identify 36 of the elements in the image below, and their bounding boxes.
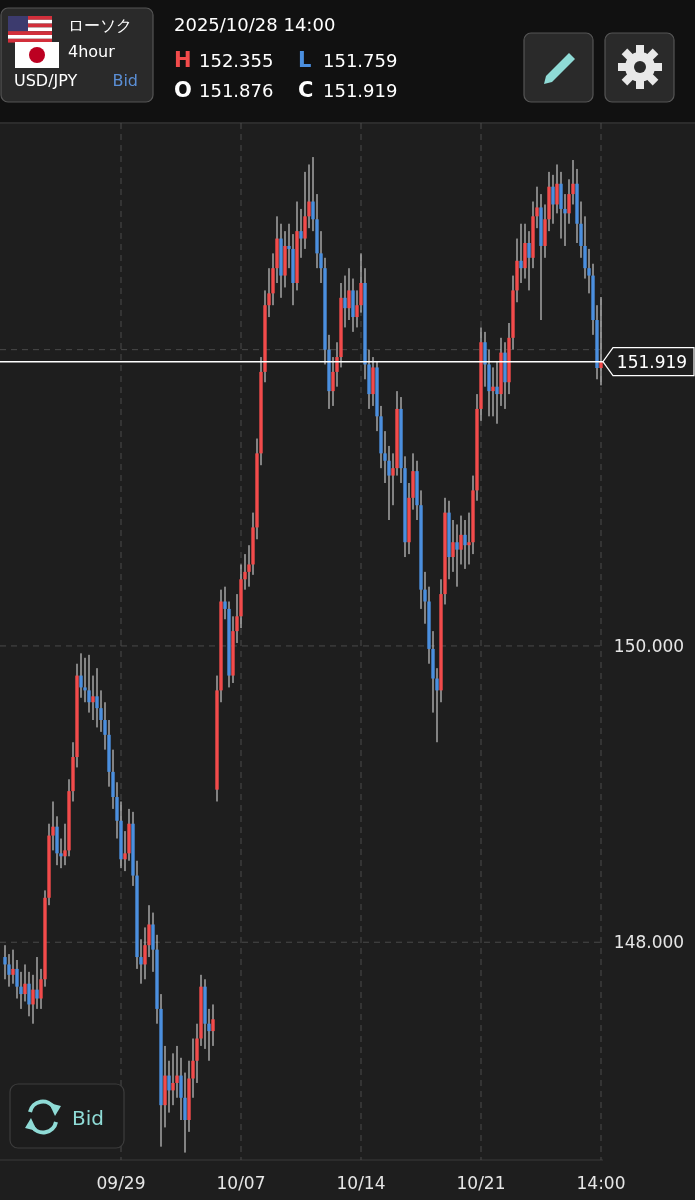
annotation: Bid (72, 1106, 104, 1130)
chart-subtitle: 2025/10/28 14:00 (174, 14, 336, 35)
text: O (174, 78, 192, 102)
ref-line-label: 151.919 (616, 351, 688, 372)
y-tick-label: 150.000 (613, 635, 685, 656)
candlestick (11, 949, 15, 985)
text: 151.759 (323, 50, 398, 71)
text: C (298, 78, 314, 102)
candlestick (455, 523, 459, 588)
candlestick (599, 296, 603, 386)
text: 151.919 (323, 80, 398, 101)
text: 151.876 (199, 80, 274, 101)
text: L (298, 48, 312, 72)
x-tick-label: 10/14 (336, 1173, 386, 1193)
candlestick (91, 675, 95, 721)
text: 4hour (68, 42, 116, 61)
x-tick-label: 09/29 (96, 1173, 146, 1193)
x-tick-label: 14:00 (576, 1173, 626, 1193)
candlestick (343, 275, 347, 328)
text: ローソク (68, 16, 132, 35)
y-tick-label: 148.000 (613, 932, 685, 953)
text: Bid (112, 71, 138, 90)
candlestick (491, 366, 495, 417)
candlestick (79, 652, 83, 699)
candlestick (527, 230, 531, 291)
x-tick-label: 10/07 (216, 1173, 266, 1193)
chart-title: USD/JPY (14, 71, 78, 90)
candlestick (299, 208, 303, 259)
text: 152.355 (199, 50, 274, 71)
candlestick (35, 956, 39, 1010)
x-tick-label: 10/21 (456, 1173, 506, 1193)
candlestick (519, 223, 523, 284)
text: H (174, 48, 192, 72)
candlestick (551, 174, 555, 225)
candlestick (495, 361, 499, 425)
candlestick (95, 667, 99, 728)
